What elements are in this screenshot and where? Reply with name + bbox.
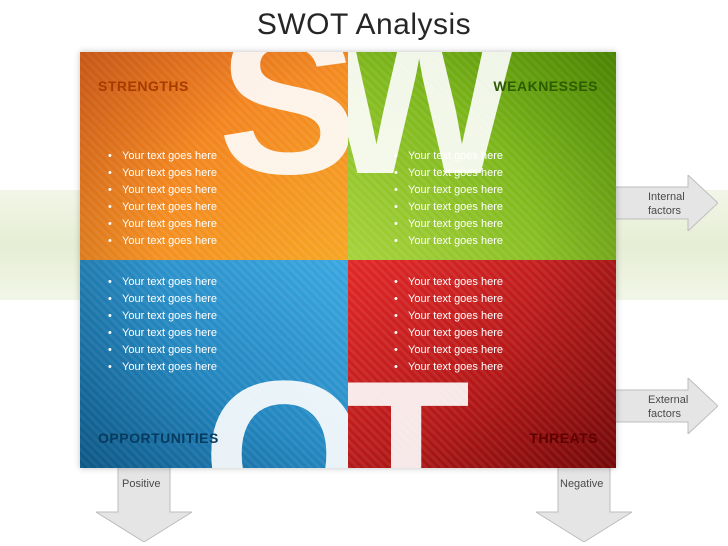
list-item: Your text goes here [394,325,503,342]
list-item: Your text goes here [108,274,217,291]
list-item: Your text goes here [108,359,217,376]
bullets-strengths: Your text goes here Your text goes here … [108,148,217,250]
list-item: Your text goes here [394,216,503,233]
list-item: Your text goes here [394,233,503,250]
list-item: Your text goes here [108,342,217,359]
list-item: Your text goes here [394,359,503,376]
swot-grid: S STRENGTHS Your text goes here Your tex… [80,52,616,468]
list-item: Your text goes here [394,199,503,216]
label-threats: THREATS [529,430,598,446]
list-item: Your text goes here [108,199,217,216]
quadrant-strengths: S STRENGTHS Your text goes here Your tex… [80,52,348,260]
label-internal: Internal factors [648,191,685,219]
list-item: Your text goes here [108,182,217,199]
list-item: Your text goes here [108,165,217,182]
list-item: Your text goes here [108,216,217,233]
list-item: Your text goes here [108,148,217,165]
label-external: External factors [648,394,688,422]
list-item: Your text goes here [108,291,217,308]
list-item: Your text goes here [394,148,503,165]
list-item: Your text goes here [394,308,503,325]
label-strengths: STRENGTHS [98,78,189,94]
list-item: Your text goes here [108,233,217,250]
quadrant-opportunities: O OPPORTUNITIES Your text goes here Your… [80,260,348,468]
label-positive: Positive [122,478,161,492]
label-negative: Negative [560,478,603,492]
list-item: Your text goes here [394,291,503,308]
list-item: Your text goes here [108,325,217,342]
quadrant-threats: T THREATS Your text goes here Your text … [348,260,616,468]
quadrant-weaknesses: W WEAKNESSES Your text goes here Your te… [348,52,616,260]
bigletter-o: O [203,350,348,468]
list-item: Your text goes here [394,342,503,359]
list-item: Your text goes here [108,308,217,325]
bullets-weaknesses: Your text goes here Your text goes here … [394,148,503,250]
list-item: Your text goes here [394,165,503,182]
list-item: Your text goes here [394,182,503,199]
bullets-opportunities: Your text goes here Your text goes here … [108,274,217,376]
label-opportunities: OPPORTUNITIES [98,430,219,446]
label-weaknesses: WEAKNESSES [493,78,598,94]
page-title: SWOT Analysis [0,8,728,42]
bigletter-s: S [218,52,348,206]
list-item: Your text goes here [394,274,503,291]
bullets-threats: Your text goes here Your text goes here … [394,274,503,376]
